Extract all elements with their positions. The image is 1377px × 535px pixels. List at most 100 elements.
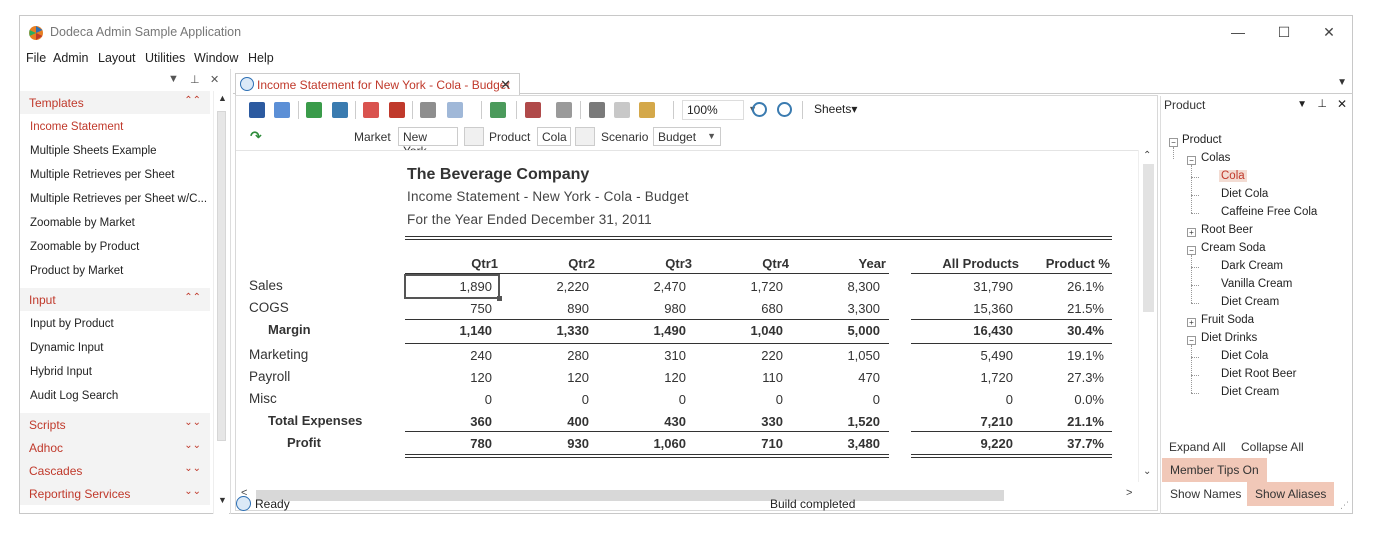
table-cell[interactable]: 9,220 [980, 436, 1013, 451]
input-item[interactable]: Audit Log Search [30, 390, 119, 402]
scroll-right-icon[interactable]: > [1126, 487, 1133, 499]
panel-menu-icon[interactable]: ▼ [168, 73, 179, 85]
scroll-left-icon[interactable]: < [241, 487, 248, 499]
table-cell[interactable]: 120 [567, 370, 589, 385]
template-item[interactable]: Zoomable by Market [30, 217, 135, 229]
table-cell[interactable]: 1,720 [750, 279, 783, 294]
retrieve-icon[interactable] [525, 102, 541, 118]
collapse-all-button[interactable]: Collapse All [1241, 440, 1304, 454]
scroll-down-icon[interactable]: ▼ [218, 495, 227, 505]
group-reporting-services[interactable]: Reporting Services ⌄⌄ [20, 482, 210, 505]
table-cell[interactable]: 220 [761, 348, 783, 363]
table-cell[interactable]: 750 [470, 301, 492, 316]
pdf-save-icon[interactable] [389, 102, 405, 118]
table-cell[interactable]: 1,140 [459, 323, 492, 338]
table-cell[interactable]: 16,430 [973, 323, 1013, 338]
close-tab-icon[interactable]: ✕ [500, 77, 511, 92]
tree-node-fruit-soda[interactable]: Fruit Soda [1201, 314, 1255, 326]
input-item[interactable]: Hybrid Input [30, 366, 93, 378]
table-cell[interactable]: 980 [664, 301, 686, 316]
table-cell[interactable]: 8,300 [847, 279, 880, 294]
show-aliases-button[interactable]: Show Aliases [1247, 482, 1335, 506]
sheet-horizontal-scrollbar[interactable]: < > [236, 487, 1138, 502]
scroll-down-icon[interactable]: ⌄ [1143, 466, 1152, 477]
tree-node-cola[interactable]: Cola [1219, 170, 1247, 182]
input-item[interactable]: Dynamic Input [30, 342, 104, 354]
paste-icon[interactable] [639, 102, 655, 118]
zoom-in-icon[interactable] [752, 102, 767, 117]
scenario-select[interactable]: Budget ▼ [653, 127, 721, 146]
panel-scrollbar[interactable]: ▲ ▼ [213, 91, 229, 514]
close-panel-icon[interactable]: ✕ [1336, 97, 1347, 111]
table-cell[interactable]: 280 [567, 348, 589, 363]
template-item[interactable]: Multiple Sheets Example [30, 145, 157, 157]
sheet-vertical-scrollbar[interactable]: ⌃ ⌄ [1138, 150, 1157, 482]
table-cell[interactable]: 2,470 [653, 279, 686, 294]
table-cell[interactable]: 310 [664, 348, 686, 363]
table-cell[interactable]: 2,220 [556, 279, 589, 294]
spreadsheet-grid[interactable]: The Beverage Company Income Statement - … [236, 150, 1138, 482]
menu-window[interactable]: Window [194, 51, 239, 65]
table-cell[interactable]: 120 [664, 370, 686, 385]
zoom-select[interactable]: 100% ▼ [682, 100, 757, 120]
table-cell[interactable]: 21.1% [1067, 414, 1104, 429]
close-panel-icon[interactable]: ✕ [210, 74, 220, 86]
fill-handle[interactable] [497, 296, 502, 301]
cancel-retrieve-icon[interactable] [556, 102, 572, 118]
collapse-toggle-icon[interactable]: − [1169, 138, 1178, 147]
refresh-arrow-icon[interactable]: ↷ [250, 128, 262, 144]
group-scripts[interactable]: Scripts ⌄⌄ [20, 413, 210, 436]
table-cell[interactable]: 0 [775, 392, 783, 407]
table-cell[interactable]: 15,360 [973, 301, 1013, 316]
table-cell[interactable]: 19.1% [1067, 348, 1104, 363]
group-templates[interactable]: Templates ⌃⌃ [20, 91, 210, 114]
table-cell[interactable]: 1,490 [653, 323, 686, 338]
menu-admin[interactable]: Admin [53, 51, 89, 65]
group-input[interactable]: Input ⌃⌃ [20, 288, 210, 311]
table-cell[interactable]: 890 [567, 301, 589, 316]
sheets-dropdown[interactable]: Sheets▾ [814, 102, 858, 116]
table-cell[interactable]: 0.0% [1074, 392, 1104, 407]
tree-node-diet-cream[interactable]: Diet Cream [1221, 296, 1280, 308]
menu-utilities[interactable]: Utilities [145, 51, 186, 65]
template-item[interactable]: Income Statement [30, 121, 124, 133]
table-cell[interactable]: 400 [567, 414, 589, 429]
table-cell[interactable]: 930 [567, 436, 589, 451]
table-cell[interactable]: 5,490 [980, 348, 1013, 363]
copy-icon[interactable] [614, 102, 630, 118]
tree-node-product[interactable]: Product [1182, 134, 1222, 146]
product-picker-button[interactable] [575, 127, 595, 146]
table-cell[interactable]: 21.5% [1067, 301, 1104, 316]
collapse-toggle-icon[interactable]: − [1187, 246, 1196, 255]
menu-help[interactable]: Help [248, 51, 274, 65]
table-cell[interactable]: 1,520 [847, 414, 880, 429]
scroll-thumb[interactable] [217, 111, 226, 441]
market-selector[interactable]: New York [398, 127, 458, 158]
product-selector[interactable]: Cola [537, 127, 571, 146]
tree-node-colas[interactable]: Colas [1201, 152, 1231, 164]
tree-node-diet-root-beer[interactable]: Diet Root Beer [1221, 368, 1297, 380]
close-window-button[interactable]: ✕ [1323, 24, 1335, 40]
table-cell[interactable]: 1,890 [459, 279, 492, 294]
expand-toggle-icon[interactable]: + [1187, 228, 1196, 237]
scroll-thumb[interactable] [256, 490, 1004, 501]
cut-icon[interactable] [589, 102, 605, 118]
table-cell[interactable]: 7,210 [980, 414, 1013, 429]
scroll-thumb[interactable] [1143, 164, 1154, 312]
table-cell[interactable]: 1,330 [556, 323, 589, 338]
table-cell[interactable]: 680 [761, 301, 783, 316]
tree-node-dark-cream[interactable]: Dark Cream [1221, 260, 1283, 272]
table-cell[interactable]: 5,000 [847, 323, 880, 338]
tree-node-diet-drinks[interactable]: Diet Drinks [1201, 332, 1258, 344]
save-icon[interactable] [249, 102, 265, 118]
tab-income-statement[interactable]: Income Statement for New York - Cola - B… [235, 73, 520, 95]
table-cell[interactable]: 780 [470, 436, 492, 451]
expand-toggle-icon[interactable]: + [1187, 318, 1196, 327]
table-cell[interactable]: 0 [581, 392, 589, 407]
save-as-icon[interactable] [274, 102, 290, 118]
table-cell[interactable]: 430 [664, 414, 686, 429]
pin-icon[interactable]: ⊥ [1317, 98, 1327, 110]
pdf-icon[interactable] [363, 102, 379, 118]
member-tips-toggle[interactable]: Member Tips On [1162, 458, 1267, 482]
tree-node-diet-cola[interactable]: Diet Cola [1221, 188, 1269, 200]
